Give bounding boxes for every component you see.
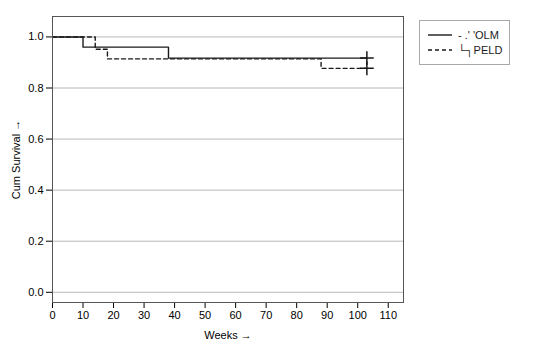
html-text:- .' 'OLM: - .' 'OLM (458, 29, 499, 41)
svg-text:0: 0 (49, 309, 55, 321)
svg-text:Cum Survival →: Cum Survival → (10, 120, 22, 199)
html-text:└┐PELD: └┐PELD (458, 44, 503, 56)
svg-text:0.0: 0.0 (28, 286, 43, 298)
svg-text:20: 20 (107, 309, 119, 321)
svg-text:0.8: 0.8 (28, 82, 43, 94)
svg-text:10: 10 (77, 309, 89, 321)
svg-text:40: 40 (168, 309, 180, 321)
svg-text:0.4: 0.4 (28, 184, 43, 196)
svg-text:70: 70 (260, 309, 272, 321)
svg-text:1.0: 1.0 (28, 30, 43, 42)
svg-text:80: 80 (291, 309, 303, 321)
svg-text:90: 90 (321, 309, 333, 321)
svg-text:50: 50 (199, 309, 211, 321)
svg-text:100: 100 (349, 309, 367, 321)
svg-text:110: 110 (379, 309, 397, 321)
svg-text:0.2: 0.2 (28, 235, 43, 247)
svg-text:60: 60 (230, 309, 242, 321)
svg-text:Weeks →: Weeks → (204, 329, 251, 341)
svg-text:0.6: 0.6 (28, 133, 43, 145)
svg-text:30: 30 (138, 309, 150, 321)
